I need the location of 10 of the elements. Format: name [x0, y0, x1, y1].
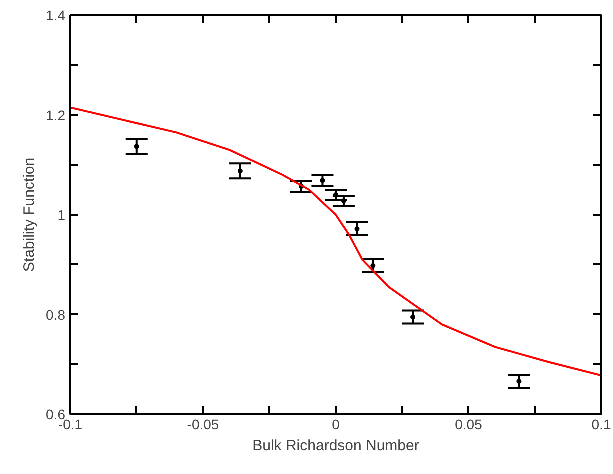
x-tick-label: 0	[332, 416, 340, 432]
y-tick-label: 1.4	[46, 8, 66, 24]
x-tick-label: 0.05	[455, 416, 483, 432]
x-tick-label: -0.05	[187, 416, 220, 432]
x-tick-label: 0.1	[592, 416, 612, 432]
y-tick-label: 1.2	[46, 107, 66, 124]
y-axis-title: Stability Function	[21, 158, 38, 272]
y-tick-label: 0.8	[46, 306, 66, 323]
y-tick-label: 1	[58, 207, 66, 223]
x-axis-title: Bulk Richardson Number	[252, 438, 420, 454]
